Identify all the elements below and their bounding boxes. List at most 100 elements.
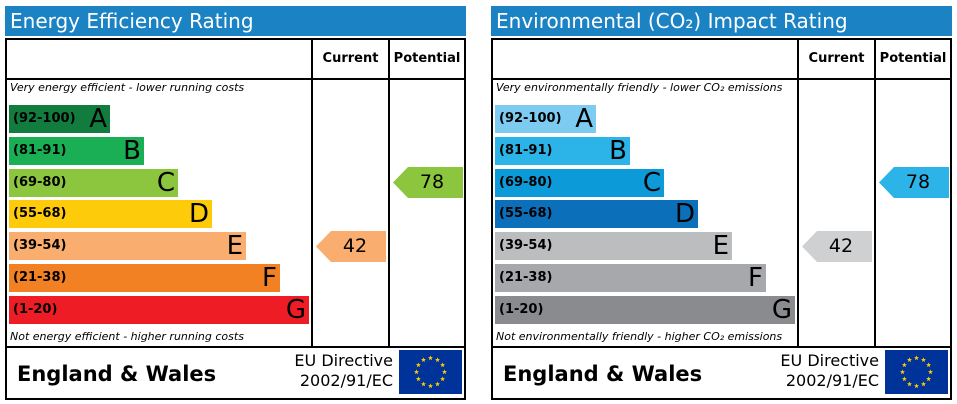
current-rating-value: 42	[342, 234, 368, 257]
band-letter: A	[575, 104, 593, 134]
eu-star-icon	[926, 376, 932, 382]
eu-star-icon	[428, 355, 433, 361]
rating-band-d: (55-68) D	[9, 199, 212, 230]
energy-efficiency-panel: Energy Efficiency Rating Current Potential…	[5, 6, 466, 400]
band-range-label: (69-80)	[499, 174, 553, 190]
bottom-note: Not environmentally friendly - higher CO…	[496, 330, 783, 343]
band-range-label: (39-54)	[13, 238, 67, 254]
chart-title: Environmental (CO₂) Impact Rating	[491, 6, 952, 36]
eu-stars	[414, 355, 447, 389]
band-letter: A	[89, 104, 107, 134]
potential-arrow-shape	[393, 167, 463, 199]
eu-star-icon	[921, 357, 926, 362]
potential-rating-arrow: 78	[393, 167, 463, 199]
eu-directive-line2: 2002/91/EC	[785, 371, 879, 390]
eu-star-icon	[926, 362, 932, 368]
eu-directive-line1: EU Directive	[294, 351, 393, 370]
rating-band-b: (81-91) B	[495, 135, 630, 166]
eu-star-icon	[415, 362, 421, 368]
rating-band-d: (55-68) D	[495, 199, 698, 230]
column-header-potential: Potential	[393, 51, 461, 66]
rating-band-b: (81-91) B	[9, 135, 144, 166]
band-range-label: (1-20)	[13, 301, 58, 317]
band-range-label: (1-20)	[499, 301, 544, 317]
potential-rating-value: 78	[419, 171, 445, 194]
band-range-label: (21-38)	[13, 270, 67, 285]
header-divider	[7, 78, 464, 80]
bottom-note: Not energy efficient - higher running co…	[10, 330, 244, 343]
column-divider	[797, 40, 799, 348]
environmental-impact-panel: Environmental (CO₂) Impact Rating Current…	[491, 6, 952, 400]
rating-band-g: (1-20) G	[9, 294, 309, 325]
chart-title: Energy Efficiency Rating	[5, 6, 466, 36]
top-note: Very environmentally friendly - lower CO…	[496, 81, 783, 94]
current-rating-arrow: 42	[316, 230, 386, 262]
current-arrow-shape	[316, 230, 386, 262]
eu-star-icon	[428, 383, 433, 389]
eu-directive: EU Directive 2002/91/EC	[283, 351, 393, 391]
band-letter: G	[285, 294, 306, 325]
top-note: Very energy efficient - lower running co…	[10, 81, 245, 94]
eu-stars	[900, 355, 933, 389]
band-letter: D	[188, 199, 209, 230]
eu-star-icon	[907, 381, 912, 387]
rating-grid: Current Potential Very energy efficient - …	[5, 38, 466, 400]
rating-band-g: (1-20) G	[495, 294, 795, 325]
band-range-label: (55-68)	[499, 206, 553, 222]
current-rating-arrow: 42	[802, 230, 872, 262]
eu-flag-icon	[885, 350, 948, 394]
column-header-current: Current	[322, 51, 379, 66]
eu-star-icon	[435, 381, 440, 387]
band-letter: B	[123, 135, 141, 166]
band-range-label: (55-68)	[13, 206, 67, 222]
footer-country: England & Wales	[503, 362, 703, 386]
band-range-label: (69-80)	[13, 174, 67, 190]
eu-star-icon	[914, 383, 919, 389]
eu-star-icon	[900, 369, 905, 375]
band-range-label: (81-91)	[13, 142, 67, 158]
band-letter: G	[771, 294, 792, 325]
eu-directive-line1: EU Directive	[780, 351, 879, 370]
band-letter: D	[674, 199, 695, 230]
current-arrow-shape	[802, 230, 872, 262]
eu-star-icon	[421, 381, 426, 387]
footer-divider	[493, 346, 950, 348]
rating-band-e: (39-54) E	[495, 231, 732, 262]
band-range-label: (92-100)	[13, 111, 76, 126]
footer-divider	[7, 346, 464, 348]
potential-rating-value: 78	[905, 171, 931, 194]
eu-star-icon	[921, 381, 926, 387]
band-range-label: (92-100)	[499, 111, 562, 126]
band-letter: C	[156, 167, 175, 198]
eu-directive: EU Directive 2002/91/EC	[769, 351, 879, 391]
eu-star-icon	[914, 355, 919, 361]
eu-star-icon	[440, 376, 446, 382]
column-divider	[311, 40, 313, 348]
rating-band-c: (69-80) C	[495, 167, 664, 198]
column-divider	[874, 40, 876, 348]
potential-arrow-shape	[879, 167, 949, 199]
band-range-label: (21-38)	[499, 270, 553, 285]
band-letter: E	[226, 231, 243, 262]
eu-star-icon	[901, 362, 907, 368]
potential-rating-arrow: 78	[879, 167, 949, 199]
current-rating-value: 42	[828, 234, 854, 257]
eu-star-icon	[435, 357, 440, 362]
band-letter: C	[642, 167, 661, 198]
band-letter: F	[262, 263, 277, 293]
eu-flag-icon	[399, 350, 462, 394]
header-divider	[493, 78, 950, 80]
band-letter: E	[712, 231, 729, 262]
footer-country: England & Wales	[17, 362, 217, 386]
band-letter: F	[748, 263, 763, 293]
band-letter: B	[609, 135, 627, 166]
rating-band-f: (21-38) F	[495, 263, 766, 293]
eu-star-icon	[928, 369, 933, 375]
eu-star-icon	[442, 369, 447, 375]
column-divider	[388, 40, 390, 348]
rating-band-f: (21-38) F	[9, 263, 280, 293]
rating-band-a: (92-100) A	[495, 104, 596, 134]
rating-grid: Current Potential Very environmentally fri…	[491, 38, 952, 400]
eu-star-icon	[414, 369, 419, 375]
band-range-label: (81-91)	[499, 142, 553, 158]
